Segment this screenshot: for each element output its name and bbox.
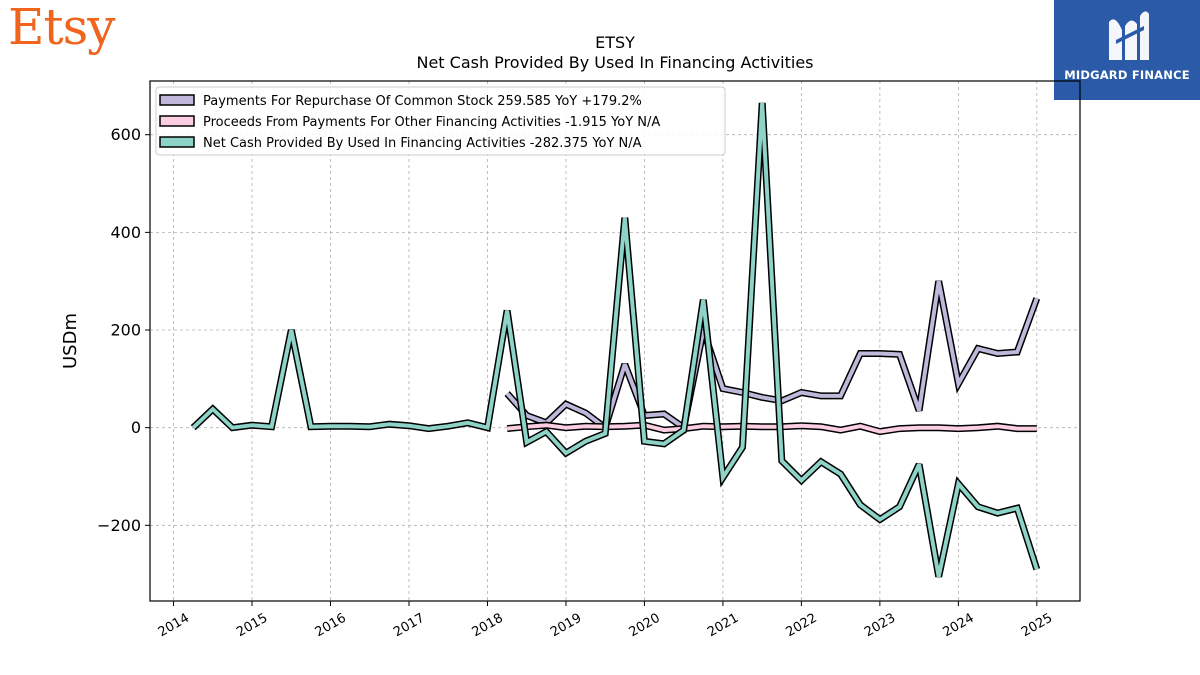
midgard-finance-logo: MIDGARD FINANCE bbox=[1054, 0, 1200, 100]
legend: Payments For Repurchase Of Common Stock … bbox=[155, 86, 726, 156]
x-tick-label: 2019 bbox=[548, 611, 584, 641]
y-tick-label: 200 bbox=[110, 321, 141, 340]
x-tick-label: 2024 bbox=[941, 611, 977, 641]
x-tick-label: 2020 bbox=[627, 611, 663, 641]
y-tick-label: 400 bbox=[110, 223, 141, 242]
series-line-3 bbox=[191, 102, 1039, 578]
y-tick-label: 600 bbox=[110, 125, 141, 144]
series-line-1 bbox=[505, 280, 1039, 432]
legend-label-3: Net Cash Provided By Used In Financing A… bbox=[203, 136, 642, 151]
y-tick-label: 0 bbox=[131, 418, 141, 437]
y-tick-label: −200 bbox=[97, 516, 141, 535]
chart-title: ETSY bbox=[595, 33, 635, 52]
x-tick-label: 2021 bbox=[705, 611, 741, 641]
legend-swatch-1 bbox=[159, 94, 195, 106]
series-lines bbox=[190, 102, 1041, 578]
x-tick-label: 2016 bbox=[313, 611, 349, 641]
x-tick-label: 2023 bbox=[862, 611, 898, 641]
x-tick-label: 2014 bbox=[156, 611, 192, 641]
legend-swatch-3 bbox=[159, 136, 195, 148]
plot-frame bbox=[149, 80, 1081, 602]
x-tick-label: 2015 bbox=[234, 611, 270, 641]
y-axis-label: USDm bbox=[60, 313, 81, 369]
x-tick-label: 2025 bbox=[1019, 611, 1055, 641]
chart-subtitle: Net Cash Provided By Used In Financing A… bbox=[416, 53, 813, 72]
legend-box bbox=[155, 86, 726, 156]
etsy-logo: Etsy bbox=[8, 0, 115, 56]
legend-label-2: Proceeds From Payments For Other Financi… bbox=[203, 115, 660, 130]
x-tick-label: 2018 bbox=[470, 611, 506, 641]
legend-swatch-2 bbox=[159, 115, 195, 127]
x-tick-label: 2022 bbox=[784, 611, 820, 641]
legend-label-1: Payments For Repurchase Of Common Stock … bbox=[203, 94, 642, 109]
midgard-finance-name: MIDGARD FINANCE bbox=[1064, 68, 1190, 82]
midgard-emblem-icon bbox=[1109, 11, 1149, 61]
x-tick-label: 2017 bbox=[391, 611, 427, 641]
series-line-2 bbox=[506, 423, 1037, 434]
